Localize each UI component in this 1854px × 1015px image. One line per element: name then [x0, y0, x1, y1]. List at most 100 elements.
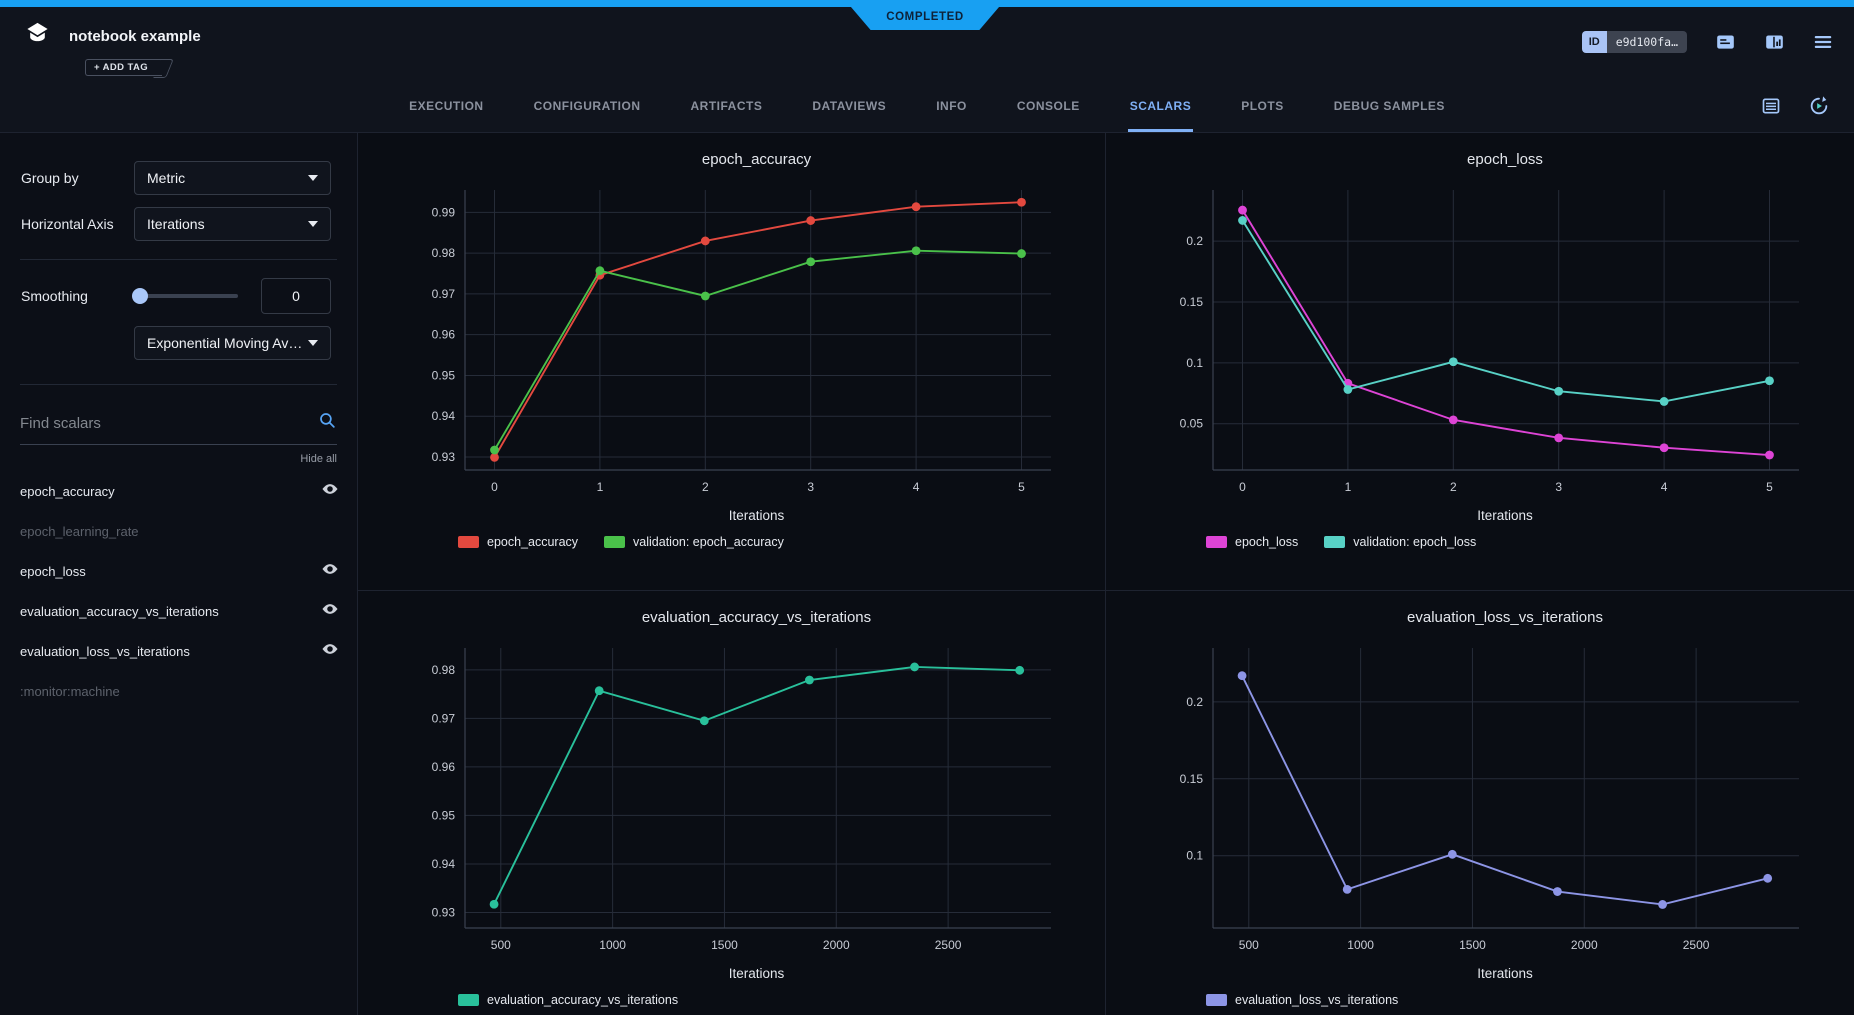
smoothing-type-select[interactable]: Exponential Moving Av… — [134, 326, 331, 360]
legend-label: validation: epoch_loss — [1353, 535, 1477, 549]
comment-icon[interactable] — [1714, 31, 1736, 53]
tab-configuration[interactable]: CONFIGURATION — [532, 80, 643, 132]
smoothing-label: Smoothing — [21, 288, 88, 304]
legend-label: epoch_accuracy — [487, 535, 579, 549]
content-area: Group by Metric Horizontal Axis Iteratio… — [0, 133, 1854, 1015]
svg-text:0.95: 0.95 — [431, 368, 455, 382]
horizontal-axis-value: Iterations — [147, 216, 205, 232]
horizontal-axis-select[interactable]: Iterations — [134, 207, 331, 241]
axes — [1212, 648, 1799, 929]
eye-icon[interactable] — [321, 560, 339, 583]
legend-label: validation: epoch_accuracy — [633, 535, 784, 549]
svg-text:5: 5 — [1766, 480, 1773, 494]
metric-name: :monitor:machine — [20, 683, 120, 699]
metric-name: evaluation_loss_vs_iterations — [20, 643, 190, 659]
experiment-id-badge[interactable]: ID e9d100fa… — [1581, 31, 1687, 53]
chart-xlabel: Iterations — [728, 966, 785, 981]
svg-text:0.96: 0.96 — [431, 760, 455, 774]
legend-label: evaluation_loss_vs_iterations — [1235, 993, 1399, 1007]
svg-text:0.97: 0.97 — [431, 287, 455, 301]
chart-legend: epoch_loss validation: epoch_loss — [1206, 535, 1854, 549]
smoothing-value-input[interactable] — [261, 278, 331, 314]
columns-panel-icon[interactable] — [1763, 31, 1785, 53]
group-by-select[interactable]: Metric — [134, 161, 331, 195]
scalars-sidebar: Group by Metric Horizontal Axis Iteratio… — [0, 133, 358, 1015]
legend-item-evaluation-loss-vs-iterations[interactable]: evaluation_loss_vs_iterations — [1206, 993, 1398, 1007]
chart-canvas-epoch-loss[interactable]: 0 1 2 3 4 5 0.05 0.1 0.15 0.2 — [1135, 174, 1825, 506]
chart-legend: evaluation_loss_vs_iterations — [1206, 993, 1854, 1007]
metric-row-epoch-loss[interactable]: epoch_loss — [0, 551, 357, 591]
horizontal-axis-label: Horizontal Axis — [21, 216, 114, 232]
metric-name: epoch_loss — [20, 563, 86, 579]
legend-label: evaluation_accuracy_vs_iterations — [487, 993, 679, 1007]
tab-scalars[interactable]: SCALARS — [1127, 80, 1194, 132]
svg-text:0.98: 0.98 — [431, 663, 455, 677]
menu-icon[interactable] — [1812, 31, 1834, 53]
chart-legend: evaluation_accuracy_vs_iterations — [458, 993, 1105, 1007]
chart-legend: epoch_accuracy validation: epoch_accuracy — [458, 535, 1105, 549]
smoothing-type-value: Exponential Moving Av… — [147, 335, 303, 351]
auto-refresh-icon[interactable] — [1808, 95, 1830, 117]
metric-row-evaluation-accuracy-vs-iterations[interactable]: evaluation_accuracy_vs_iterations — [0, 591, 357, 631]
legend-item-validation-epoch-accuracy[interactable]: validation: epoch_accuracy — [604, 535, 784, 549]
eye-icon[interactable] — [321, 480, 339, 503]
metric-row-evaluation-loss-vs-iterations[interactable]: evaluation_loss_vs_iterations — [0, 631, 357, 671]
chart-title: epoch_accuracy — [701, 151, 812, 168]
chart-canvas-evaluation-accuracy-vs-iterations[interactable]: 500 1000 1500 2000 2500 0.93 0.94 0.95 0.96 0.97 0… — [387, 632, 1077, 964]
eye-icon[interactable] — [321, 600, 339, 623]
smoothing-slider-handle[interactable] — [132, 288, 148, 304]
metrics-table-icon[interactable] — [1760, 95, 1782, 117]
metric-name: epoch_accuracy — [20, 483, 115, 499]
svg-text:500: 500 — [490, 938, 510, 952]
svg-text:5: 5 — [1018, 480, 1025, 494]
svg-text:0.96: 0.96 — [431, 328, 455, 342]
metric-row-epoch-accuracy[interactable]: epoch_accuracy — [0, 471, 357, 511]
legend-swatch — [458, 536, 479, 548]
series-evaluation-accuracy-vs-iterations — [489, 662, 1024, 909]
chart-canvas-evaluation-loss-vs-iterations[interactable]: 500 1000 1500 2000 2500 0.1 0.15 0.2 — [1135, 632, 1825, 964]
legend-item-epoch-accuracy[interactable]: epoch_accuracy — [458, 535, 578, 549]
legend-item-validation-epoch-loss[interactable]: validation: epoch_loss — [1324, 535, 1476, 549]
series-validation-epoch-loss — [1238, 216, 1774, 406]
smoothing-slider[interactable] — [132, 288, 238, 304]
svg-text:0: 0 — [1239, 480, 1246, 494]
tab-debug-samples[interactable]: DEBUG SAMPLES — [1332, 80, 1447, 132]
add-tag-button[interactable]: + ADD TAG — [85, 59, 163, 76]
divider — [20, 259, 337, 260]
tab-plots[interactable]: PLOTS — [1239, 80, 1286, 132]
metric-row-epoch-learning-rate[interactable]: epoch_learning_rate — [0, 511, 357, 551]
series-evaluation-loss-vs-iterations — [1237, 671, 1773, 909]
svg-text:1: 1 — [1345, 480, 1352, 494]
svg-text:0.05: 0.05 — [1180, 417, 1204, 431]
tab-execution[interactable]: EXECUTION — [407, 80, 486, 132]
svg-text:2: 2 — [1450, 480, 1457, 494]
series-epoch-loss — [1238, 205, 1774, 460]
status-ribbon: COMPLETED — [845, 0, 1005, 30]
legend-item-evaluation-accuracy-vs-iterations[interactable]: evaluation_accuracy_vs_iterations — [458, 993, 678, 1007]
metric-name: evaluation_accuracy_vs_iterations — [20, 603, 219, 619]
legend-item-epoch-loss[interactable]: epoch_loss — [1206, 535, 1298, 549]
metric-row--monitor-machine[interactable]: :monitor:machine — [0, 671, 357, 711]
svg-text:0.15: 0.15 — [1180, 295, 1204, 309]
svg-text:0.93: 0.93 — [431, 905, 455, 919]
gridlines — [464, 648, 1051, 928]
hide-all-link[interactable]: Hide all — [300, 453, 337, 465]
chevron-down-icon — [308, 175, 318, 181]
svg-text:1: 1 — [596, 480, 603, 494]
chart-canvas-epoch-accuracy[interactable]: 0 1 2 3 4 5 0.93 0.94 0.95 0.96 0.97 0.98 0.99 — [387, 174, 1077, 506]
tab-info[interactable]: INFO — [934, 80, 969, 132]
tab-console[interactable]: CONSOLE — [1015, 80, 1082, 132]
chevron-down-icon — [308, 340, 318, 346]
tab-artifacts[interactable]: ARTIFACTS — [689, 80, 765, 132]
svg-text:1500: 1500 — [711, 938, 738, 952]
svg-text:0.99: 0.99 — [431, 205, 455, 219]
chart-panel-evaluation-loss-vs-iterations: evaluation_loss_vs_iterations 500 1000 1500… — [1106, 591, 1854, 1015]
tab-dataviews[interactable]: DATAVIEWS — [810, 80, 888, 132]
chart-title: evaluation_loss_vs_iterations — [1407, 609, 1603, 626]
chart-xlabel: Iterations — [1477, 508, 1533, 523]
search-icon[interactable] — [318, 411, 337, 435]
svg-text:4: 4 — [912, 480, 919, 494]
eye-icon[interactable] — [321, 640, 339, 663]
find-scalars-input[interactable] — [20, 414, 318, 432]
